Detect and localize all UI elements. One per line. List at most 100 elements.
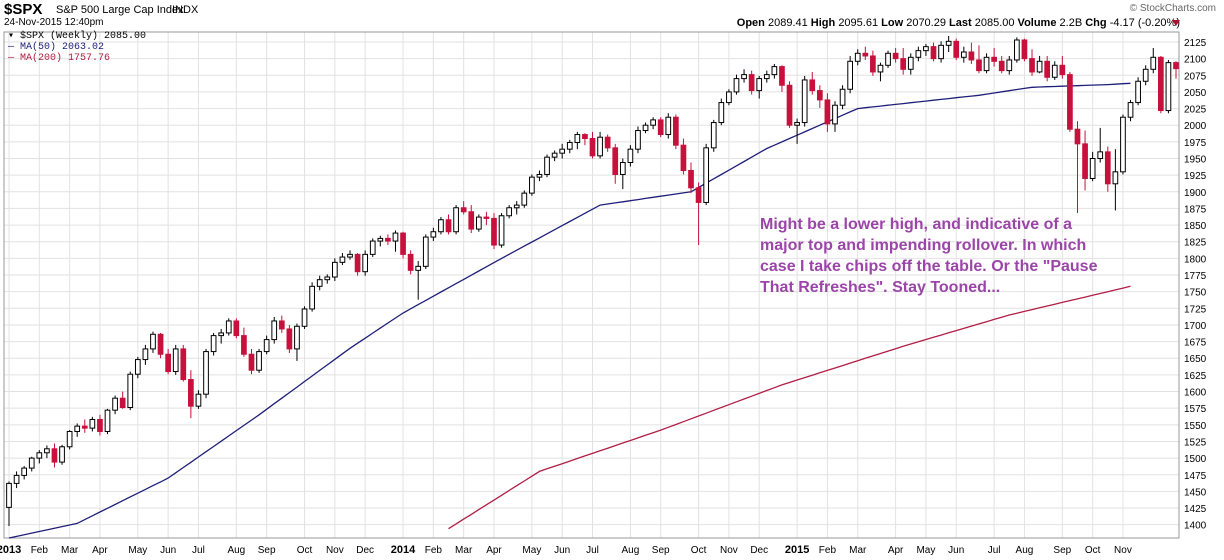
candle-down bbox=[786, 84, 793, 126]
price-chart: 1400 1425 1450 1475 1500 1525 1550 1575 1600 1625… bbox=[0, 31, 1207, 556]
x-tick-label: Feb bbox=[31, 545, 49, 556]
candle-up bbox=[885, 52, 891, 66]
candle-up bbox=[763, 74, 770, 80]
x-tick-label: Apr bbox=[92, 545, 108, 556]
candle-down bbox=[968, 51, 975, 61]
candle-up bbox=[203, 351, 209, 395]
last-value: 2085.00 bbox=[974, 17, 1015, 29]
candle-up bbox=[332, 261, 338, 278]
candle-down bbox=[278, 320, 285, 330]
x-tick-label: Oct bbox=[1085, 545, 1101, 556]
candle-down bbox=[673, 116, 679, 146]
candle-down bbox=[1082, 143, 1088, 179]
candle-up bbox=[559, 148, 566, 154]
candle-down bbox=[582, 134, 588, 140]
candle-up bbox=[513, 204, 520, 209]
candle-down bbox=[870, 55, 876, 73]
candle-up bbox=[960, 51, 967, 58]
ma200-swatch-icon: — bbox=[8, 53, 21, 64]
gridlines bbox=[4, 32, 1179, 538]
chg-label: Chg bbox=[1085, 17, 1107, 29]
y-tick-label: 1875 bbox=[1184, 204, 1207, 215]
x-tick-label: Jun bbox=[948, 545, 964, 556]
y-tick-label: 1925 bbox=[1184, 171, 1207, 182]
x-tick-label: Nov bbox=[1114, 545, 1132, 556]
x-tick-label: Feb bbox=[819, 545, 837, 556]
candle-down bbox=[81, 425, 88, 429]
brand-label: © StockCharts.com bbox=[1129, 3, 1216, 14]
candle-up bbox=[1150, 56, 1157, 70]
candle-down bbox=[407, 253, 414, 271]
candle-up bbox=[771, 66, 778, 76]
y-tick-label: 1825 bbox=[1184, 238, 1207, 249]
annotation-text: Might be a lower high, and indicative of… bbox=[760, 216, 1098, 296]
candle-up bbox=[74, 425, 81, 432]
candle-up bbox=[256, 351, 262, 371]
candle-up bbox=[536, 173, 543, 178]
candle-down bbox=[930, 46, 937, 60]
chart-header: $SPX S&P 500 Large Cap Index INDX 24-Nov… bbox=[0, 0, 1224, 30]
candle-up bbox=[566, 142, 573, 150]
candle-up bbox=[415, 265, 422, 271]
candle-up bbox=[263, 339, 270, 353]
candle-up bbox=[832, 104, 838, 125]
candle-up bbox=[498, 215, 505, 246]
index-name: S&P 500 Large Cap Index bbox=[56, 4, 184, 16]
exchange: INDX bbox=[172, 4, 199, 16]
candle-up bbox=[218, 332, 225, 337]
y-tick-label: 1400 bbox=[1184, 521, 1207, 532]
candle-up bbox=[1165, 62, 1172, 112]
candle-up bbox=[127, 373, 134, 409]
candle-up bbox=[316, 279, 323, 287]
y-tick-label: 1900 bbox=[1184, 188, 1207, 199]
y-tick-label: 1725 bbox=[1184, 304, 1207, 315]
candle-up bbox=[66, 430, 73, 448]
candle-up bbox=[309, 285, 315, 310]
candle-down bbox=[1173, 62, 1179, 70]
candle-up bbox=[945, 40, 952, 46]
candle-up bbox=[369, 240, 376, 255]
candle-up bbox=[627, 148, 634, 163]
candle-down bbox=[976, 59, 982, 72]
candle-down bbox=[779, 66, 785, 86]
candle-up bbox=[301, 308, 308, 327]
candle-down bbox=[354, 253, 361, 273]
candle-up bbox=[923, 46, 929, 52]
candle-down bbox=[862, 52, 869, 57]
candle-up bbox=[1127, 102, 1134, 118]
candle-down bbox=[991, 56, 997, 62]
candle-up bbox=[665, 116, 672, 136]
candle-up bbox=[915, 50, 922, 58]
ma50-line bbox=[8, 82, 1131, 539]
x-tick-label: Nov bbox=[326, 545, 344, 556]
candle-up bbox=[339, 256, 346, 263]
low-value: 2070.29 bbox=[906, 17, 946, 29]
candle-down bbox=[604, 136, 611, 149]
candle-down bbox=[953, 40, 960, 58]
chg-value: -4.17 (-0.20%) bbox=[1109, 17, 1180, 29]
candle-up bbox=[574, 134, 581, 144]
y-tick-label: 1700 bbox=[1184, 321, 1207, 332]
candle-up bbox=[422, 236, 429, 267]
candle-down bbox=[1059, 64, 1066, 76]
candle-down bbox=[748, 74, 755, 92]
x-tick-label: 2014 bbox=[391, 544, 416, 556]
candle-down bbox=[51, 448, 58, 463]
candle-up bbox=[271, 320, 278, 341]
x-tick-label: Dec bbox=[750, 545, 768, 556]
y-tick-label: 1600 bbox=[1184, 388, 1207, 399]
candle-up bbox=[854, 52, 861, 62]
y-tick-label: 2125 bbox=[1184, 38, 1207, 49]
legend-ma200: — MA(200) 1757.76 bbox=[8, 53, 111, 64]
x-tick-label: Mar bbox=[849, 545, 867, 556]
candles bbox=[6, 35, 1179, 527]
candle-down bbox=[180, 348, 187, 381]
candle-up bbox=[150, 333, 156, 350]
candle-up bbox=[619, 161, 626, 175]
candle-up bbox=[551, 152, 558, 158]
y-tick-label: 1975 bbox=[1184, 138, 1207, 149]
x-tick-label: Sep bbox=[258, 545, 276, 556]
quote-bar: Open 2089.41 High 2095.61 Low 2070.29 La… bbox=[737, 17, 1180, 29]
candle-up bbox=[733, 78, 740, 93]
chg-down-icon bbox=[1172, 20, 1180, 26]
